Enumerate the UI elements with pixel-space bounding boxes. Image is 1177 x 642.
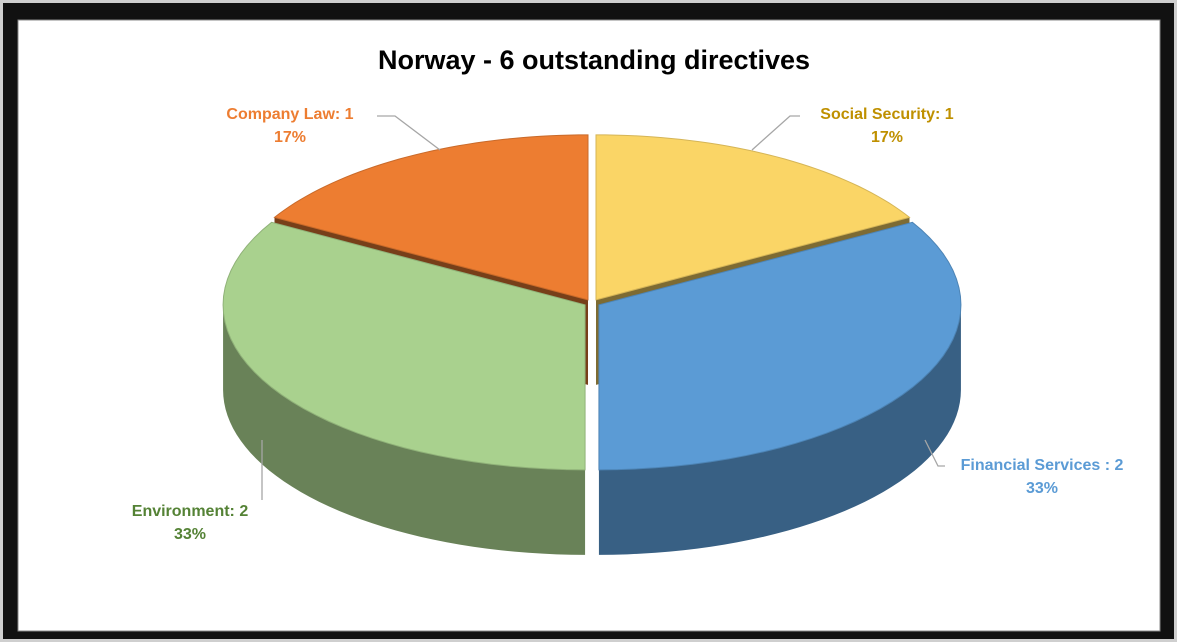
data-label: Environment: 2: [132, 503, 249, 520]
slice-side: [598, 304, 961, 555]
chart-title: Norway - 6 outstanding directives: [378, 45, 810, 75]
slice: [598, 221, 962, 471]
percent-label: 33%: [174, 526, 206, 543]
plot-panel: [17, 19, 1161, 632]
data-label: Social Security: 1: [820, 106, 953, 123]
leader-line: [377, 115, 441, 151]
leader-line: [751, 115, 800, 151]
slice: [222, 221, 586, 471]
percent-label: 33%: [1026, 480, 1058, 497]
data-label: Financial Services : 2: [961, 457, 1124, 474]
percent-label: 17%: [274, 129, 306, 146]
leader-line: [924, 439, 945, 467]
slice: [595, 134, 911, 301]
percent-label: 17%: [871, 129, 903, 146]
data-label: Company Law: 1: [226, 106, 353, 123]
slice: [273, 134, 589, 301]
slice-side: [223, 304, 586, 555]
